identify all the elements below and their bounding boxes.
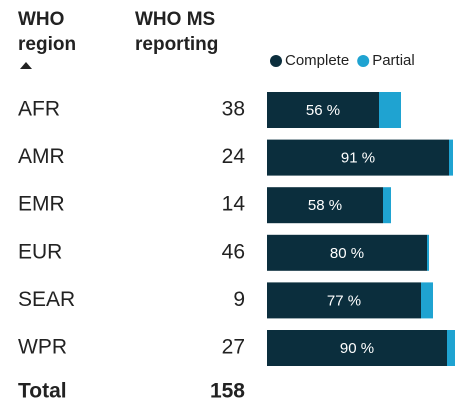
- reporting-cell: 24: [222, 145, 246, 168]
- total-value: 158: [210, 380, 245, 403]
- reporting-cell: 9: [233, 288, 245, 311]
- partial-bar: [383, 187, 391, 224]
- complete-bar: [267, 139, 449, 176]
- complete-bar: [267, 92, 379, 128]
- region-cell: AFR: [18, 98, 60, 121]
- legend-dot: [357, 55, 370, 67]
- complete-label: 91 %: [341, 150, 375, 167]
- reporting-cell: 38: [222, 98, 245, 121]
- total-label: Total: [18, 380, 67, 403]
- complete-label: 90 %: [340, 340, 374, 357]
- complete-label: 77 %: [327, 292, 361, 309]
- complete-bar: [267, 187, 383, 224]
- column-header: reporting: [135, 34, 218, 55]
- legend-label: Complete: [285, 52, 349, 69]
- partial-bar: [379, 92, 401, 128]
- complete-bar: [267, 330, 447, 366]
- region-cell: EMR: [18, 193, 65, 216]
- legend-dot: [270, 55, 282, 67]
- complete-bar: [267, 282, 421, 319]
- partial-bar: [421, 282, 433, 319]
- complete-bar: [267, 234, 427, 271]
- complete-label: 58 %: [308, 197, 342, 214]
- reporting-cell: 27: [222, 336, 245, 359]
- reporting-cell: 46: [222, 240, 245, 263]
- column-header: region: [18, 34, 76, 55]
- legend-label: Partial: [372, 52, 415, 69]
- partial-bar: [427, 234, 429, 271]
- complete-label: 80 %: [330, 245, 364, 262]
- complete-label: 56 %: [306, 102, 340, 119]
- region-cell: EUR: [18, 240, 62, 263]
- partial-bar: [447, 330, 455, 366]
- region-cell: SEAR: [18, 288, 75, 311]
- region-cell: WPR: [18, 336, 67, 359]
- region-cell: AMR: [18, 145, 65, 168]
- sort-arrow[interactable]: [20, 62, 32, 69]
- column-header: WHO MS: [135, 9, 215, 30]
- column-header: WHO: [18, 9, 64, 30]
- reporting-cell: 14: [222, 193, 246, 216]
- partial-bar: [449, 139, 453, 176]
